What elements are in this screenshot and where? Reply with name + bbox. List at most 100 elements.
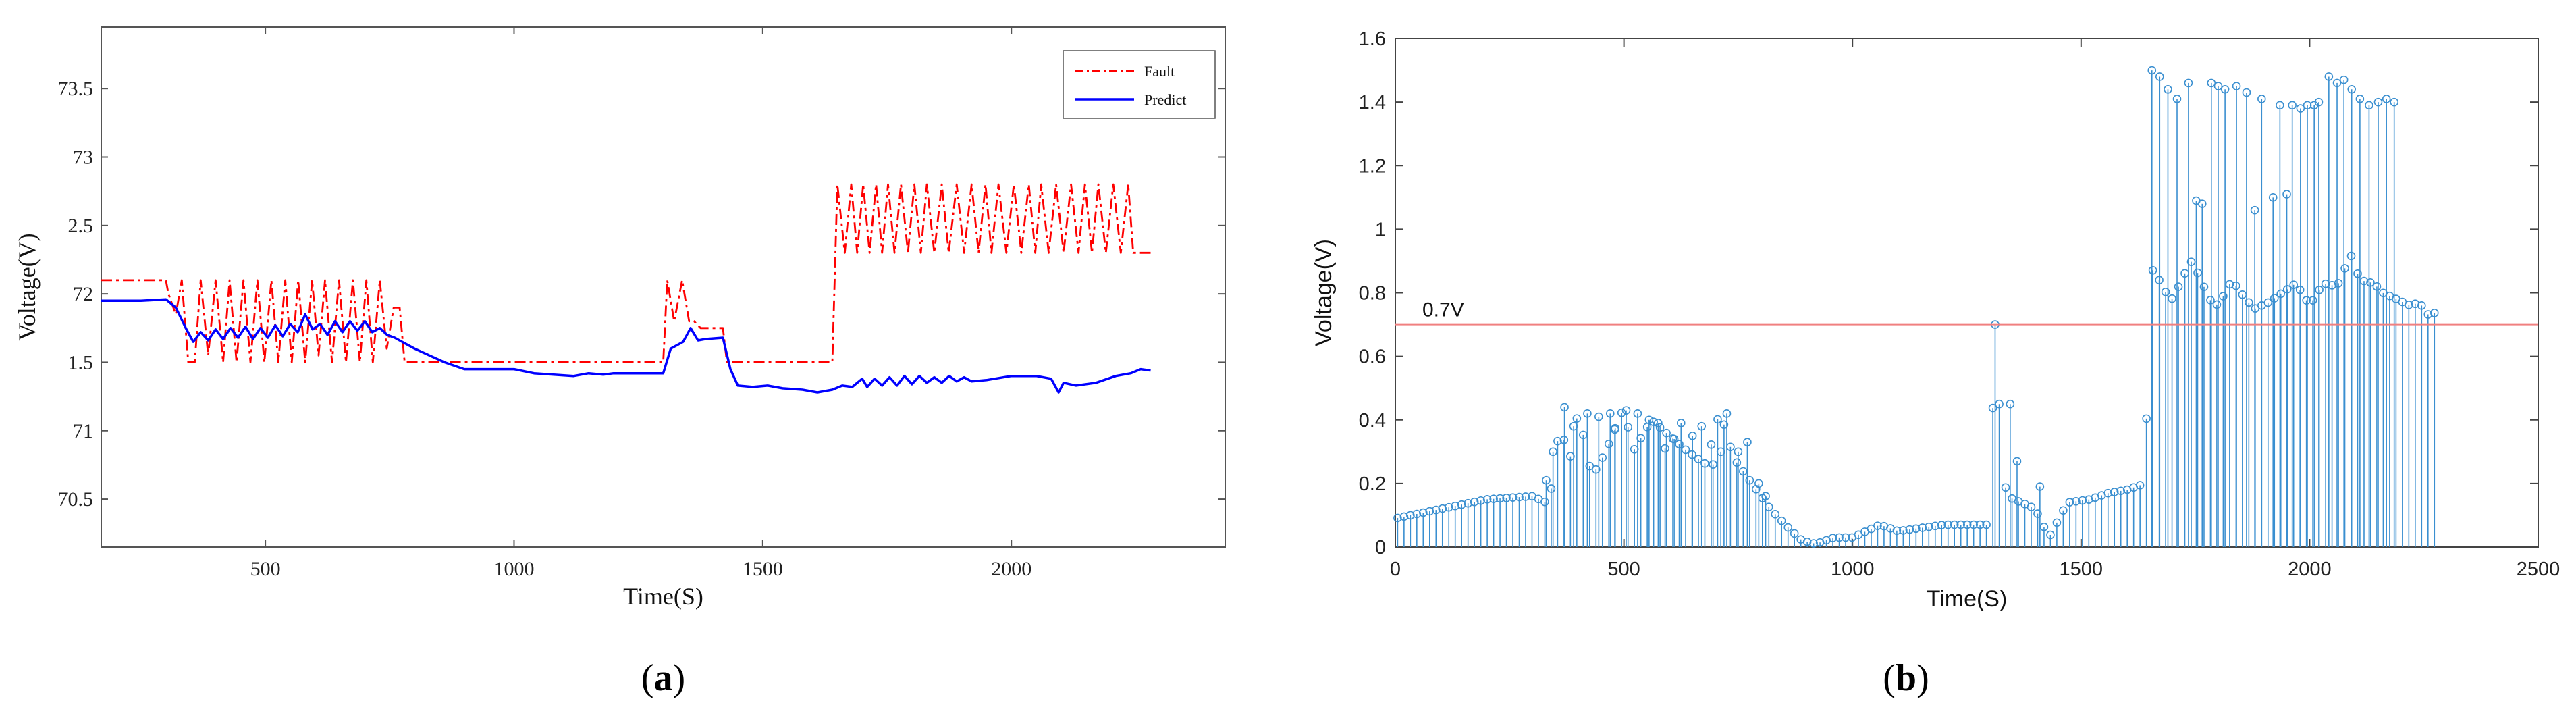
stem-marker bbox=[1873, 521, 1882, 530]
stem-marker bbox=[2365, 101, 2373, 110]
y-tick-label: 73 bbox=[73, 147, 93, 169]
stem-marker bbox=[1489, 494, 1498, 504]
chart-b: 0 500 1000 1500 2000 2500 0 0.2 0.4 0.6 0.8 1 1.2 1.4… bbox=[1311, 28, 2560, 699]
chart-a-panel-label: (a) bbox=[641, 657, 685, 699]
stem-marker bbox=[1438, 504, 1447, 513]
stem-marker bbox=[1982, 520, 1991, 529]
stem-marker bbox=[2417, 301, 2426, 310]
stem-marker bbox=[2355, 95, 2365, 103]
stem-marker bbox=[1700, 459, 1709, 468]
stem-marker bbox=[1912, 524, 1921, 534]
stem-marker bbox=[1605, 409, 1615, 418]
stem-marker bbox=[2282, 190, 2291, 199]
stem-marker bbox=[1621, 406, 1631, 415]
stem-marker bbox=[1585, 461, 1594, 471]
chart-a-xlabel: Time(S) bbox=[623, 583, 703, 610]
stem-marker bbox=[1598, 453, 1607, 462]
stem-marker bbox=[1956, 520, 1965, 529]
stem-marker bbox=[2078, 496, 2087, 505]
stem-marker bbox=[1591, 465, 1601, 474]
x-tick-label: 500 bbox=[250, 558, 281, 580]
stem-marker bbox=[2001, 483, 2010, 492]
stem-marker bbox=[1905, 525, 1914, 534]
stem-marker bbox=[1515, 492, 1524, 502]
x-tick-label: 1500 bbox=[743, 558, 783, 580]
stem-marker bbox=[1476, 496, 1485, 505]
stem-marker bbox=[2245, 298, 2253, 307]
chart-b-panel-letter: b bbox=[1896, 657, 1916, 699]
x-tick-label: 2000 bbox=[2288, 559, 2332, 580]
stem-marker bbox=[1697, 421, 1707, 431]
y-tick-label: 73.5 bbox=[58, 78, 94, 100]
stem-marker bbox=[1809, 539, 1818, 548]
stem-marker bbox=[1707, 440, 1716, 449]
stem-marker bbox=[2142, 414, 2151, 423]
stem-marker bbox=[1802, 538, 1812, 546]
stem-marker bbox=[2207, 78, 2216, 88]
stem-marker bbox=[2072, 497, 2081, 506]
stem-marker bbox=[1547, 484, 1556, 493]
chart-b-xlabel: Time(S) bbox=[1927, 586, 2008, 612]
stem-marker bbox=[2430, 309, 2439, 317]
stem-marker bbox=[1431, 505, 1441, 515]
stem-marker bbox=[1676, 419, 1686, 427]
stem-marker bbox=[2168, 294, 2176, 303]
stem-marker bbox=[1841, 533, 1850, 542]
stem-marker bbox=[2212, 300, 2222, 309]
stem-marker bbox=[2035, 482, 2045, 491]
stem-marker bbox=[1719, 420, 1729, 430]
stem-marker bbox=[1604, 439, 1613, 448]
chart-b-stems bbox=[1393, 66, 2439, 548]
stem-marker bbox=[2359, 276, 2369, 286]
stem-marker bbox=[1669, 434, 1679, 444]
x-tick-label: 0 bbox=[1390, 559, 1401, 580]
stem-marker bbox=[2174, 282, 2183, 291]
stem-marker bbox=[1828, 534, 1837, 542]
stem-marker bbox=[1790, 529, 1799, 538]
stem-marker bbox=[2332, 78, 2342, 88]
stem-marker bbox=[1661, 444, 1669, 453]
stem-marker bbox=[2314, 97, 2324, 107]
stem-marker bbox=[1995, 399, 2004, 409]
chart-b-ylabel: Voltage(V) bbox=[1311, 239, 1337, 346]
stem-marker bbox=[2340, 264, 2349, 273]
chart-a: 500 1000 1500 2000 73.5 73 2.5 72 1.5 71 70.5 Faul… bbox=[14, 26, 1226, 699]
stem-marker bbox=[2046, 530, 2055, 540]
stem-marker bbox=[1950, 520, 1959, 529]
stem-marker bbox=[2353, 269, 2362, 278]
legend-box bbox=[1063, 50, 1216, 119]
stem-marker bbox=[2052, 518, 2062, 527]
stem-marker bbox=[1732, 458, 1742, 467]
stem-marker bbox=[1624, 423, 1632, 432]
stem-marker bbox=[2366, 278, 2375, 287]
stem-marker bbox=[1583, 409, 1592, 418]
y-tick-label: 1.6 bbox=[1359, 28, 1386, 50]
stem-marker bbox=[1764, 502, 1773, 512]
y-tick-label: 1.4 bbox=[1359, 92, 1386, 113]
stem-marker bbox=[1761, 492, 1770, 501]
stem-marker bbox=[2103, 488, 2113, 498]
stem-marker bbox=[1617, 408, 1626, 417]
stem-marker bbox=[1464, 498, 1472, 508]
stem-marker bbox=[2289, 280, 2298, 290]
stem-marker bbox=[2161, 288, 2170, 296]
stem-marker bbox=[2110, 488, 2119, 496]
stem-marker bbox=[1655, 423, 1665, 432]
stem-marker bbox=[1662, 428, 1671, 438]
stem-marker bbox=[2334, 279, 2343, 288]
stem-marker bbox=[2012, 457, 2022, 466]
legend-label-predict: Predict bbox=[1144, 91, 1186, 108]
stem-marker bbox=[1542, 475, 1551, 485]
stem-marker bbox=[1633, 409, 1642, 418]
y-tick-label: 0.2 bbox=[1359, 473, 1386, 495]
stem-marker bbox=[1508, 493, 1518, 502]
stem-marker bbox=[2065, 498, 2074, 507]
chart-a-ylabel: Voltage(V) bbox=[14, 233, 41, 340]
stem-marker bbox=[2147, 66, 2157, 75]
stem-marker bbox=[2324, 72, 2334, 81]
stem-marker bbox=[1771, 509, 1780, 519]
stem-marker bbox=[1502, 494, 1511, 502]
stem-marker bbox=[1777, 516, 1786, 525]
stem-marker bbox=[1754, 479, 1763, 488]
stem-marker bbox=[2423, 310, 2433, 319]
